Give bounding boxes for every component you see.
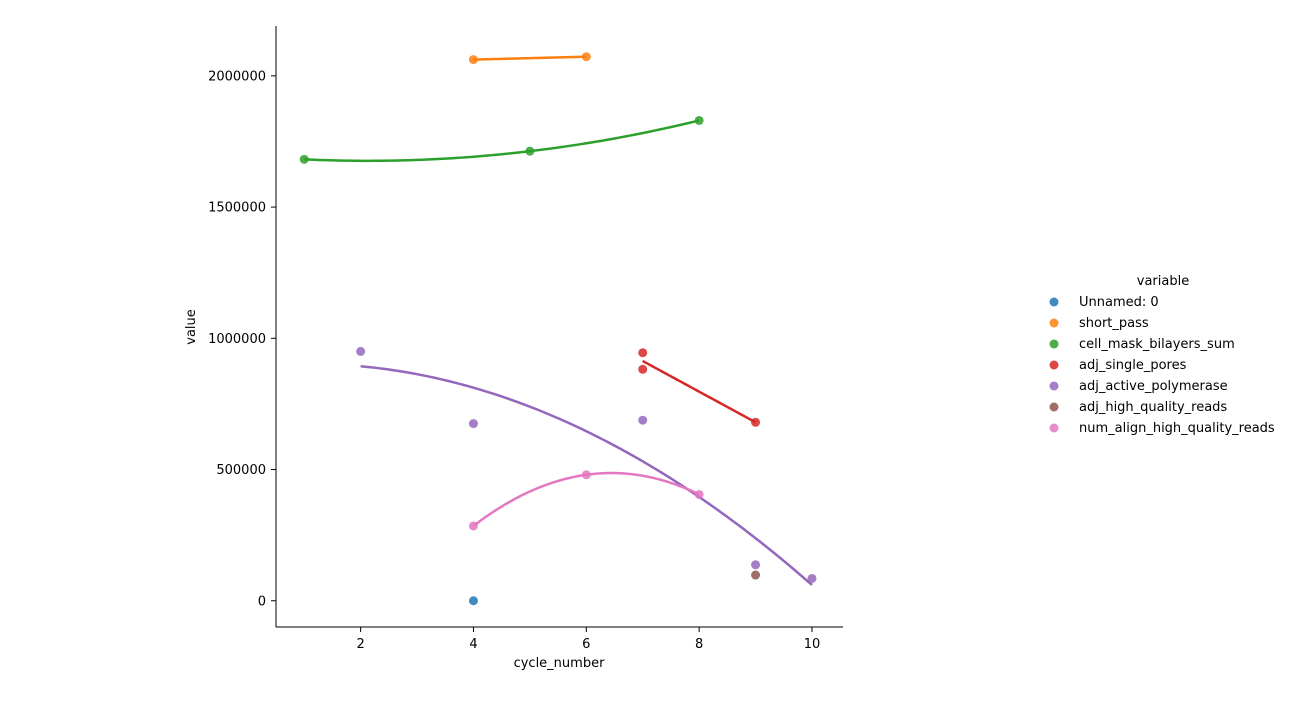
fit-line bbox=[304, 119, 700, 163]
data-point bbox=[525, 146, 535, 156]
y-ticks: 0 500000 1000000 1500000 2000000 bbox=[208, 69, 276, 609]
data-point bbox=[694, 115, 704, 125]
legend-label: Unnamed: 0 bbox=[1079, 295, 1159, 310]
legend-label: short_pass bbox=[1079, 316, 1149, 331]
legend-label: adj_active_polymerase bbox=[1079, 379, 1228, 394]
fit-lines bbox=[304, 55, 813, 586]
plot-area: 2 4 6 8 10 0 500000 1000000 1500000 2000000 bbox=[208, 26, 843, 652]
x-tick-label: 4 bbox=[469, 637, 477, 652]
data-point bbox=[638, 348, 648, 358]
legend-marker bbox=[1049, 402, 1059, 412]
data-point bbox=[468, 521, 478, 531]
fit-line bbox=[642, 359, 757, 424]
legend-marker bbox=[1049, 423, 1059, 433]
data-point bbox=[299, 154, 309, 164]
legend-title: variable bbox=[1137, 274, 1189, 289]
x-tick-label: 8 bbox=[695, 637, 703, 652]
data-point bbox=[807, 573, 817, 583]
legend: variable Unnamed: 0 short_pass cell_mask_b… bbox=[1049, 274, 1275, 436]
y-tick-label: 1500000 bbox=[208, 201, 266, 216]
legend-marker bbox=[1049, 360, 1059, 370]
data-point bbox=[468, 55, 478, 65]
data-point bbox=[468, 596, 478, 606]
legend-items: Unnamed: 0 short_pass cell_mask_bilayers_s… bbox=[1049, 295, 1275, 436]
x-tick-label: 2 bbox=[356, 637, 364, 652]
fit-line bbox=[360, 365, 813, 586]
y-tick-label: 500000 bbox=[216, 463, 266, 478]
legend-marker bbox=[1049, 339, 1059, 349]
y-axis-title: value bbox=[184, 309, 199, 345]
x-tick-label: 10 bbox=[804, 637, 821, 652]
data-point bbox=[751, 417, 761, 427]
x-tick-label: 6 bbox=[582, 637, 590, 652]
data-point bbox=[468, 419, 478, 429]
y-tick-label: 2000000 bbox=[208, 69, 266, 84]
data-point bbox=[356, 346, 366, 356]
data-point bbox=[581, 52, 591, 62]
data-points bbox=[299, 52, 817, 606]
legend-marker bbox=[1049, 381, 1059, 391]
legend-marker bbox=[1049, 318, 1059, 328]
legend-label: cell_mask_bilayers_sum bbox=[1079, 337, 1235, 352]
data-point bbox=[751, 570, 761, 580]
y-tick-label: 0 bbox=[258, 594, 266, 609]
data-point bbox=[638, 415, 648, 425]
legend-label: num_align_high_quality_reads bbox=[1079, 421, 1275, 436]
x-ticks: 2 4 6 8 10 bbox=[356, 627, 820, 652]
legend-marker bbox=[1049, 297, 1059, 307]
legend-label: adj_high_quality_reads bbox=[1079, 400, 1227, 415]
data-point bbox=[694, 489, 704, 499]
y-tick-label: 1000000 bbox=[208, 332, 266, 347]
data-point bbox=[581, 470, 591, 480]
x-axis-title: cycle_number bbox=[514, 656, 605, 671]
fit-line bbox=[472, 471, 700, 527]
data-point bbox=[638, 364, 648, 374]
fit-line bbox=[473, 55, 587, 61]
data-point bbox=[751, 560, 761, 570]
legend-label: adj_single_pores bbox=[1079, 358, 1187, 373]
